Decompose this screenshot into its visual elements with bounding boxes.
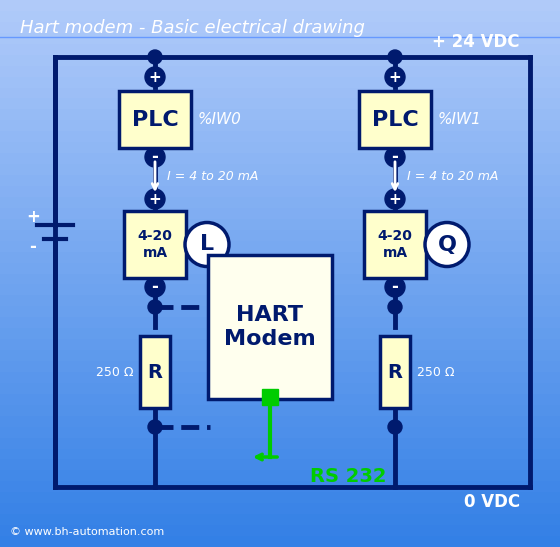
Bar	[0, 22, 560, 33]
Bar	[0, 328, 560, 339]
Text: -: -	[152, 278, 158, 296]
Bar	[0, 372, 560, 383]
Text: I = 4 to 20 mA: I = 4 to 20 mA	[167, 171, 258, 183]
Bar	[0, 470, 560, 481]
FancyBboxPatch shape	[364, 211, 426, 278]
Text: Hart modem - Basic electrical drawing: Hart modem - Basic electrical drawing	[20, 19, 365, 37]
Bar	[0, 525, 560, 536]
Text: -: -	[152, 148, 158, 166]
FancyBboxPatch shape	[124, 211, 186, 278]
Bar	[0, 295, 560, 306]
Bar	[0, 77, 560, 88]
Text: L: L	[200, 235, 214, 254]
FancyBboxPatch shape	[119, 91, 191, 148]
Bar	[0, 109, 560, 120]
Bar	[0, 284, 560, 295]
Bar	[0, 405, 560, 416]
FancyBboxPatch shape	[140, 336, 170, 408]
Bar	[0, 208, 560, 219]
Bar	[0, 361, 560, 372]
Text: +: +	[26, 208, 40, 226]
Text: + 24 VDC: + 24 VDC	[432, 33, 520, 51]
Text: -: -	[391, 148, 398, 166]
Circle shape	[145, 147, 165, 167]
FancyBboxPatch shape	[359, 91, 431, 148]
Bar	[0, 492, 560, 503]
Circle shape	[388, 420, 402, 434]
Bar	[0, 11, 560, 22]
Circle shape	[148, 300, 162, 314]
Bar	[0, 317, 560, 328]
Text: HART
Modem: HART Modem	[224, 305, 316, 348]
Circle shape	[145, 189, 165, 209]
Bar	[0, 175, 560, 186]
Bar	[0, 252, 560, 263]
Circle shape	[388, 50, 402, 64]
Circle shape	[385, 189, 405, 209]
Text: RS 232: RS 232	[310, 468, 386, 486]
Bar	[0, 55, 560, 66]
Text: %IW1: %IW1	[438, 112, 482, 127]
Text: -: -	[30, 238, 36, 256]
Text: %IW0: %IW0	[198, 112, 242, 127]
Circle shape	[148, 50, 162, 64]
Text: 250 Ω: 250 Ω	[417, 365, 455, 379]
Text: PLC: PLC	[372, 109, 418, 130]
Bar	[0, 536, 560, 547]
Bar	[0, 416, 560, 427]
Text: +: +	[148, 191, 161, 207]
FancyBboxPatch shape	[380, 336, 410, 408]
Text: 4-20
mA: 4-20 mA	[377, 229, 412, 260]
Bar	[0, 514, 560, 525]
Circle shape	[385, 277, 405, 297]
Bar	[0, 339, 560, 350]
Bar	[0, 44, 560, 55]
Bar	[0, 394, 560, 405]
Text: I = 4 to 20 mA: I = 4 to 20 mA	[407, 171, 498, 183]
Bar	[0, 230, 560, 241]
Bar	[0, 459, 560, 470]
Bar	[262, 389, 278, 405]
Bar	[0, 88, 560, 98]
Bar	[0, 350, 560, 361]
Circle shape	[185, 223, 229, 266]
Bar	[0, 383, 560, 394]
Bar	[0, 503, 560, 514]
Circle shape	[385, 147, 405, 167]
Text: -: -	[391, 278, 398, 296]
Bar	[0, 263, 560, 274]
Bar	[0, 66, 560, 77]
Text: Q: Q	[437, 235, 456, 254]
Bar	[0, 98, 560, 109]
Text: © www.bh-automation.com: © www.bh-automation.com	[10, 527, 164, 537]
Text: R: R	[388, 363, 403, 381]
Bar	[0, 197, 560, 208]
Circle shape	[425, 223, 469, 266]
Bar	[0, 153, 560, 164]
Circle shape	[385, 67, 405, 87]
Text: 0 VDC: 0 VDC	[464, 493, 520, 511]
Bar	[0, 438, 560, 449]
Text: PLC: PLC	[132, 109, 179, 130]
Bar	[0, 131, 560, 142]
Bar	[0, 164, 560, 175]
Bar	[0, 306, 560, 317]
Bar	[0, 481, 560, 492]
Circle shape	[148, 420, 162, 434]
Bar	[0, 427, 560, 438]
Bar	[0, 219, 560, 230]
Text: +: +	[148, 69, 161, 84]
Bar	[0, 241, 560, 252]
Text: 250 Ω: 250 Ω	[96, 365, 133, 379]
Text: +: +	[389, 69, 402, 84]
Bar	[0, 33, 560, 44]
Text: 4-20
mA: 4-20 mA	[138, 229, 172, 260]
Bar	[0, 186, 560, 197]
Circle shape	[388, 300, 402, 314]
Circle shape	[145, 67, 165, 87]
Bar	[0, 449, 560, 459]
Bar	[0, 120, 560, 131]
Text: R: R	[147, 363, 162, 381]
FancyBboxPatch shape	[208, 255, 332, 399]
